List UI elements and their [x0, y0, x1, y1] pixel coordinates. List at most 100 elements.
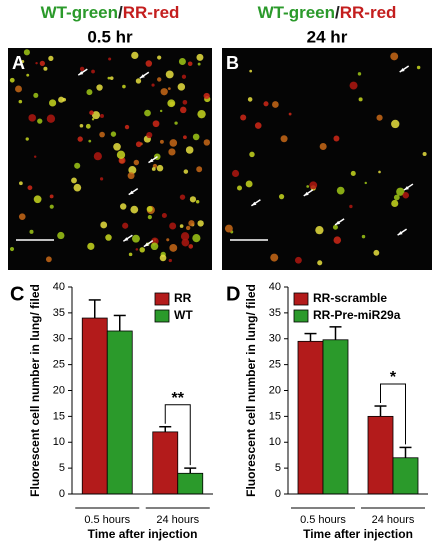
arrow-head [139, 74, 145, 79]
cell [113, 142, 121, 151]
y-axis-label: Fluorescent cell number in lung/ filed [28, 284, 42, 497]
bar [81, 317, 108, 495]
cell [192, 234, 201, 243]
cell [315, 226, 324, 235]
cell [135, 141, 142, 148]
cell [357, 72, 362, 76]
cell [146, 131, 153, 139]
cell [19, 181, 23, 186]
y-tick-label: 20 [269, 384, 281, 396]
cell [336, 186, 345, 195]
y-tick-label: 40 [53, 281, 65, 293]
legend-label: WT [174, 308, 193, 322]
cell [26, 73, 30, 77]
cell [349, 204, 353, 209]
y-tick-label: 15 [53, 410, 65, 422]
x-tick-label: 24 hours [156, 514, 199, 526]
cell [48, 55, 54, 61]
cell [91, 111, 100, 120]
cell [192, 133, 200, 141]
cell [105, 234, 112, 241]
cell [18, 99, 23, 104]
cell [130, 205, 139, 214]
cell [333, 236, 342, 244]
time-label: 24 hr [307, 27, 348, 46]
cell [35, 61, 38, 65]
cell [93, 152, 102, 161]
cell [183, 169, 189, 174]
significance: * [390, 369, 397, 386]
y-axis-label: Fluorescent cell number in lung/ filed [244, 284, 258, 497]
title-part: RR-red [123, 3, 180, 22]
cell [349, 81, 358, 90]
cell [169, 222, 177, 230]
cell [23, 49, 30, 56]
cell [131, 51, 139, 60]
cell [364, 181, 367, 185]
y-tick-label: 30 [269, 333, 281, 345]
arrow-head [403, 186, 409, 191]
cell [402, 191, 410, 199]
cell [160, 88, 168, 96]
cell [91, 118, 95, 121]
cell [236, 185, 243, 191]
x-tick-label: 0.5 hours [84, 514, 130, 526]
cell [124, 124, 130, 130]
cell [120, 203, 127, 210]
significance-bracket [164, 404, 191, 466]
y-tick-label: 25 [53, 359, 65, 371]
cell [151, 167, 156, 171]
cell [145, 60, 153, 67]
cell [122, 222, 129, 229]
cell [376, 114, 383, 121]
cell [197, 110, 206, 119]
title-part: / [118, 3, 123, 22]
cell [167, 99, 176, 108]
cell [152, 120, 160, 128]
panel-label: C [10, 283, 24, 305]
legend-label: RR-scramble [313, 291, 387, 305]
cell [18, 213, 26, 220]
arrow-head [78, 71, 84, 76]
cell [109, 76, 114, 80]
cell [245, 180, 253, 188]
cell [288, 112, 292, 116]
cell [133, 159, 140, 166]
legend-label: RR [174, 291, 192, 305]
legend-swatch [154, 292, 170, 306]
title-part: / [335, 3, 340, 22]
cell [249, 151, 255, 158]
cell [181, 74, 187, 79]
cell [116, 150, 126, 160]
cell [185, 146, 194, 154]
cell [29, 229, 34, 234]
cell [48, 99, 57, 107]
bar [177, 472, 204, 495]
y-tick-label: 25 [269, 359, 281, 371]
cell [240, 114, 247, 121]
cell [168, 258, 172, 263]
bar [367, 415, 394, 495]
cell [167, 87, 171, 91]
cell [127, 172, 135, 180]
cell [100, 114, 104, 118]
cell [333, 135, 340, 142]
x-tick-label: 24 hours [372, 514, 415, 526]
y-tick-label: 5 [275, 462, 281, 474]
x-tick-label: 0.5 hours [300, 514, 346, 526]
cell [108, 57, 112, 61]
cell [319, 143, 327, 151]
cell [278, 194, 285, 200]
cell [309, 181, 318, 190]
cell [39, 60, 45, 66]
cell [25, 137, 29, 141]
cell [49, 204, 54, 209]
cell [110, 131, 117, 137]
cell [187, 61, 193, 67]
micrograph [8, 48, 212, 270]
cell [270, 253, 279, 262]
cell [77, 136, 83, 142]
cell [232, 169, 240, 178]
cell [89, 110, 94, 115]
bar [152, 431, 179, 495]
